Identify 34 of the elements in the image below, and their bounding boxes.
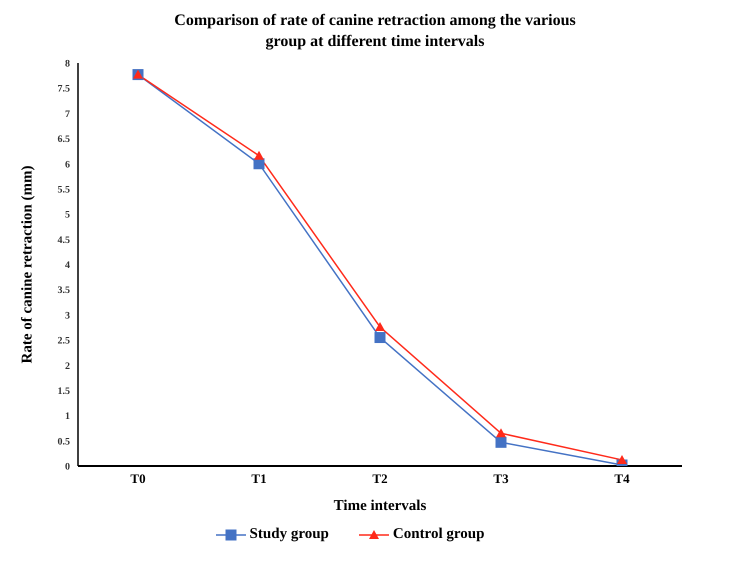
y-axis-title: Rate of canine retraction (mm) xyxy=(19,166,36,364)
y-tick-label: 4.5 xyxy=(58,234,70,246)
y-tick-label: 8 xyxy=(65,58,70,70)
point xyxy=(375,322,385,331)
point xyxy=(496,436,506,448)
point xyxy=(374,332,386,344)
legend-label: Control group xyxy=(392,526,484,543)
y-tick-label: 3.5 xyxy=(58,285,70,296)
y-tick-label: 0.5 xyxy=(58,436,70,448)
x-tick-label: T4 xyxy=(614,471,630,486)
y-tick-label: 4 xyxy=(65,260,70,272)
chart-title: Comparison of rate of canine retraction among the various group at different time intervals xyxy=(173,11,577,52)
y-tick-label: 6.5 xyxy=(58,134,70,146)
y-tick-label: 5.5 xyxy=(58,184,70,196)
x-tick-label: T1 xyxy=(251,471,267,486)
y-tick-label: 1.5 xyxy=(58,386,70,397)
y-tick-label: 7 xyxy=(65,108,70,120)
x-tick-label: T3 xyxy=(493,471,510,486)
x-axis-title: Time intervals xyxy=(334,498,426,514)
y-tick-label: 2 xyxy=(65,360,70,372)
y-tick-label: 6 xyxy=(65,159,70,170)
x-tick-label: T2 xyxy=(372,471,388,486)
y-tick-label: 2.5 xyxy=(58,336,70,347)
x-tick-label: T0 xyxy=(130,471,146,486)
y-tick-label: 0 xyxy=(65,462,70,473)
point xyxy=(496,428,506,438)
y-tick-label: 3 xyxy=(65,310,70,322)
point xyxy=(254,150,264,160)
legend-label: Study group xyxy=(248,526,329,543)
y-tick-label: 7.5 xyxy=(58,84,70,95)
point xyxy=(254,158,264,170)
point xyxy=(617,454,627,464)
y-tick-label: 1 xyxy=(65,411,70,422)
y-tick-label: 5 xyxy=(65,210,70,221)
